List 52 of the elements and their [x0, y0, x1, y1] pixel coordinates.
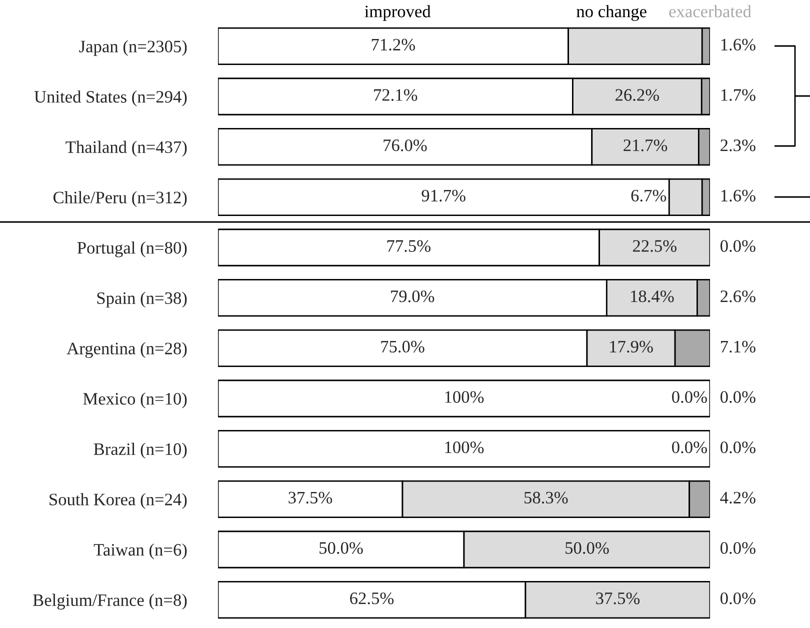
- data-label: 1.6%: [721, 190, 756, 202]
- data-label: 0.0%: [720, 542, 756, 554]
- data-label: 72.1%: [374, 89, 418, 101]
- y-tick-label: United States (n=294): [34, 90, 187, 106]
- data-label: 18.4%: [631, 290, 674, 302]
- y-tick-label: Japan (n=2305): [79, 40, 187, 56]
- y-tick-label: Portugal (n=80): [77, 241, 187, 258]
- series-label: improved: [364, 5, 431, 21]
- bar: [218, 430, 710, 468]
- data-label: 0.0%: [720, 240, 756, 252]
- series-label: exacerbated: [669, 5, 752, 18]
- data-label: 0.0%: [672, 391, 707, 403]
- y-tick-label: Brazil (n=10): [94, 442, 187, 459]
- data-label: 2.6%: [720, 290, 756, 302]
- data-label: 100%: [445, 441, 484, 454]
- y-tick-label: South Korea (n=24): [50, 493, 187, 509]
- data-label: 77.5%: [387, 240, 430, 252]
- data-label: 1.6%: [721, 38, 756, 51]
- data-label: 2.3%: [720, 139, 756, 152]
- series-label: no change: [576, 5, 646, 21]
- data-label: 100%: [445, 391, 484, 403]
- data-label: 17.9%: [610, 340, 653, 353]
- y-tick-label: Taiwan (n=6): [94, 543, 187, 560]
- data-label: 76.0%: [384, 139, 427, 152]
- data-label: 0.0%: [672, 441, 707, 454]
- data-label: 4.2%: [720, 492, 756, 504]
- data-label: 0.0%: [720, 391, 756, 403]
- bar: [218, 380, 710, 418]
- data-label: 37.5%: [288, 492, 332, 504]
- data-label: 0.0%: [720, 441, 756, 454]
- data-label: 58.3%: [524, 492, 568, 504]
- data-label: 22.5%: [632, 240, 676, 252]
- data-label: 21.7%: [624, 139, 668, 152]
- data-label: 91.7%: [422, 190, 466, 202]
- data-label: 0.0%: [720, 592, 756, 604]
- y-tick-label: Chile/Peru (n=312): [53, 191, 187, 207]
- y-tick-label: Belgium/France (n=8): [33, 594, 187, 610]
- data-label: 50.0%: [320, 542, 363, 554]
- data-label: 6.7%: [631, 190, 666, 202]
- data-label: 37.5%: [596, 592, 640, 604]
- y-tick-label: Argentina (n=28): [66, 342, 187, 358]
- data-label: 62.5%: [350, 592, 394, 604]
- data-label: 75.0%: [381, 340, 424, 353]
- data-label: 26.2%: [616, 89, 660, 101]
- y-tick-label: Thailand (n=437): [66, 140, 187, 157]
- data-label: 50.0%: [566, 542, 609, 554]
- data-label: 71.2%: [372, 38, 415, 51]
- data-label: 79.0%: [391, 290, 434, 302]
- y-tick-label: Spain (n=38): [97, 292, 187, 308]
- data-label: 1.7%: [721, 89, 756, 101]
- y-tick-label: Mexico (n=10): [83, 392, 187, 408]
- data-label: 7.1%: [720, 340, 756, 353]
